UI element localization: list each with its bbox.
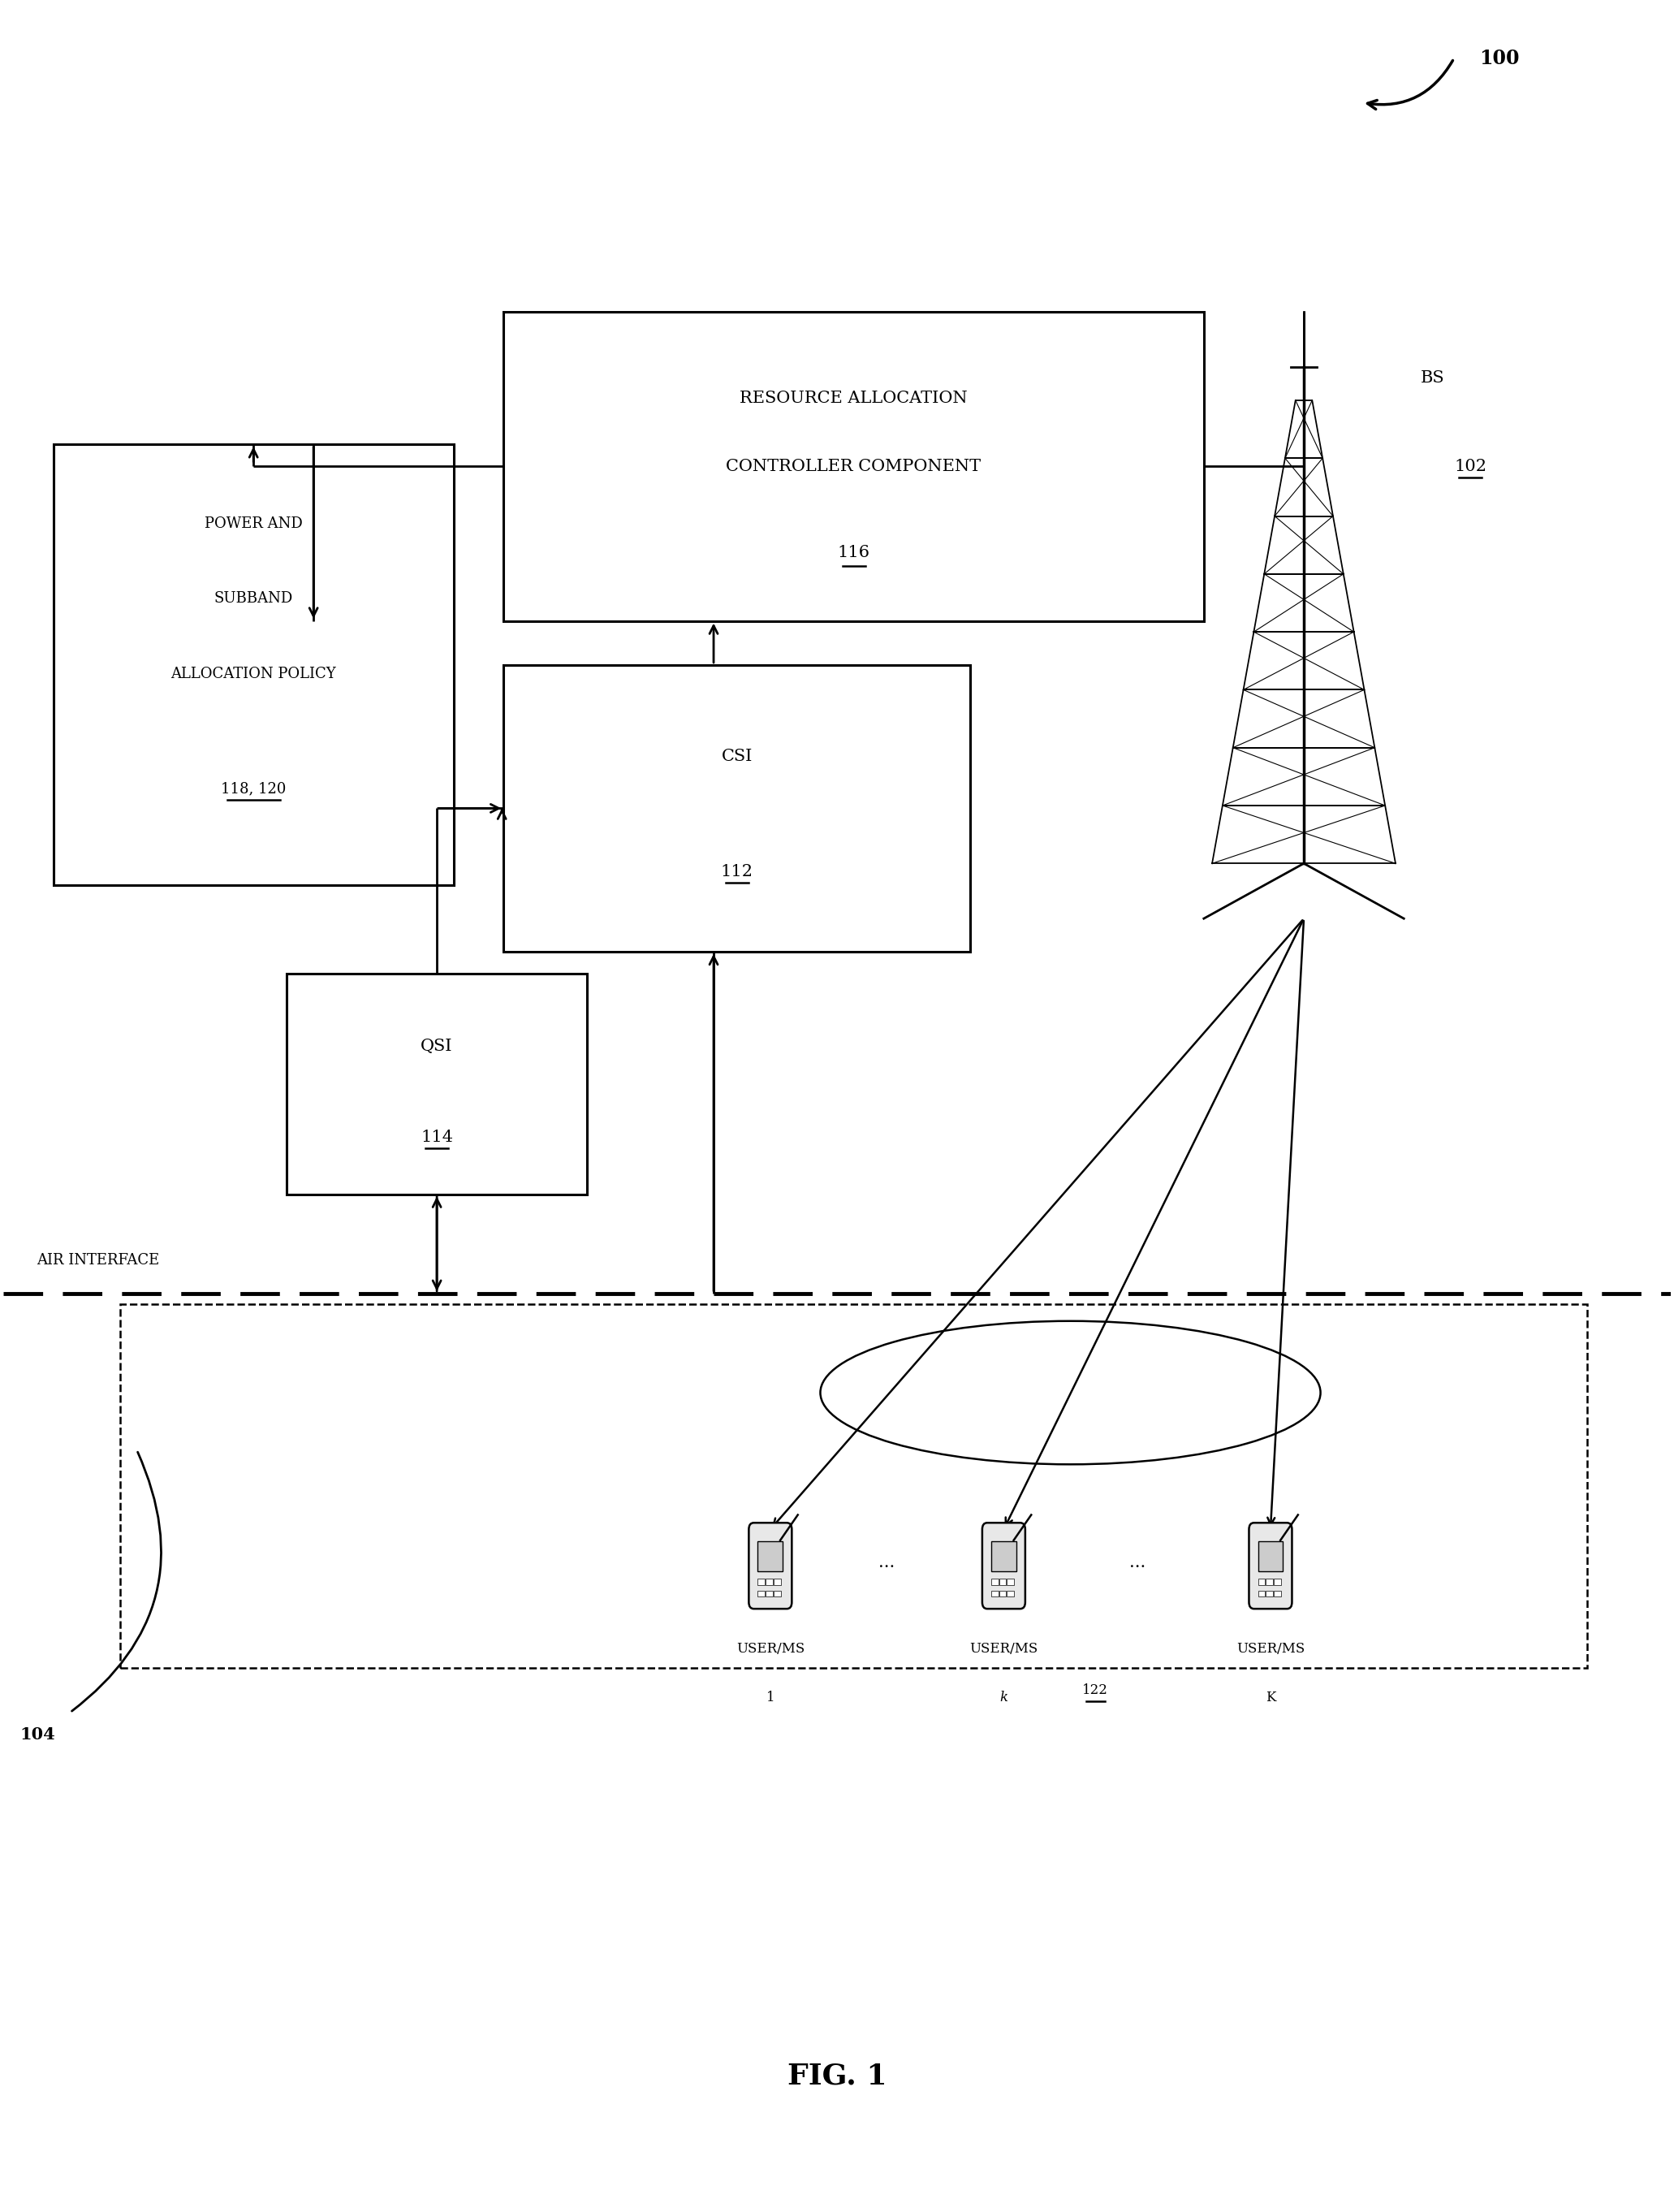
Text: ...: ... [1128,1555,1145,1571]
Bar [991,1590,998,1597]
Bar [286,973,588,1194]
Text: 1: 1 [767,1690,775,1703]
Bar [765,1590,773,1597]
Bar [504,666,971,951]
Text: 116: 116 [837,544,870,560]
Bar [1257,1542,1282,1571]
Text: ...: ... [879,1555,896,1571]
Bar [758,1579,765,1584]
Bar [1266,1590,1272,1597]
FancyBboxPatch shape [748,1522,792,1608]
Bar [1006,1590,1014,1597]
FancyBboxPatch shape [1249,1522,1292,1608]
Text: 118, 120: 118, 120 [221,781,286,796]
Bar [1274,1590,1281,1597]
Bar [1257,1579,1266,1584]
Text: 100: 100 [1478,49,1518,69]
Text: 104: 104 [20,1725,55,1743]
Text: 112: 112 [721,863,753,878]
Text: 114: 114 [420,1128,454,1144]
Bar [1274,1579,1281,1584]
Text: CSI: CSI [721,750,753,765]
Bar [121,1305,1587,1668]
Bar [504,312,1204,622]
Bar [765,1579,773,1584]
Text: k: k [999,1690,1008,1703]
Text: 122: 122 [1083,1683,1108,1697]
Bar [999,1579,1006,1584]
Text: USER/MS: USER/MS [737,1641,805,1655]
Text: USER/MS: USER/MS [1237,1641,1304,1655]
Bar [999,1590,1006,1597]
Bar [758,1542,783,1571]
Bar [1266,1579,1272,1584]
Text: RESOURCE ALLOCATION: RESOURCE ALLOCATION [740,392,968,407]
Text: AIR INTERFACE: AIR INTERFACE [37,1252,159,1267]
Text: FIG. 1: FIG. 1 [787,2062,887,2090]
Bar [773,1590,780,1597]
Text: CONTROLLER COMPONENT: CONTROLLER COMPONENT [727,458,981,473]
Text: SUBBAND: SUBBAND [214,591,293,606]
Text: QSI: QSI [420,1040,454,1055]
Bar [991,1542,1016,1571]
Text: USER/MS: USER/MS [969,1641,1038,1655]
Bar [773,1579,780,1584]
Text: 102: 102 [1455,458,1487,473]
Text: BS: BS [1421,372,1445,385]
Bar [991,1579,998,1584]
Text: ALLOCATION POLICY: ALLOCATION POLICY [171,666,336,681]
Bar [1257,1590,1266,1597]
Text: K: K [1266,1690,1276,1703]
FancyBboxPatch shape [983,1522,1024,1608]
Bar [1006,1579,1014,1584]
Bar [54,445,454,885]
Text: POWER AND: POWER AND [204,518,303,531]
Bar [758,1590,765,1597]
